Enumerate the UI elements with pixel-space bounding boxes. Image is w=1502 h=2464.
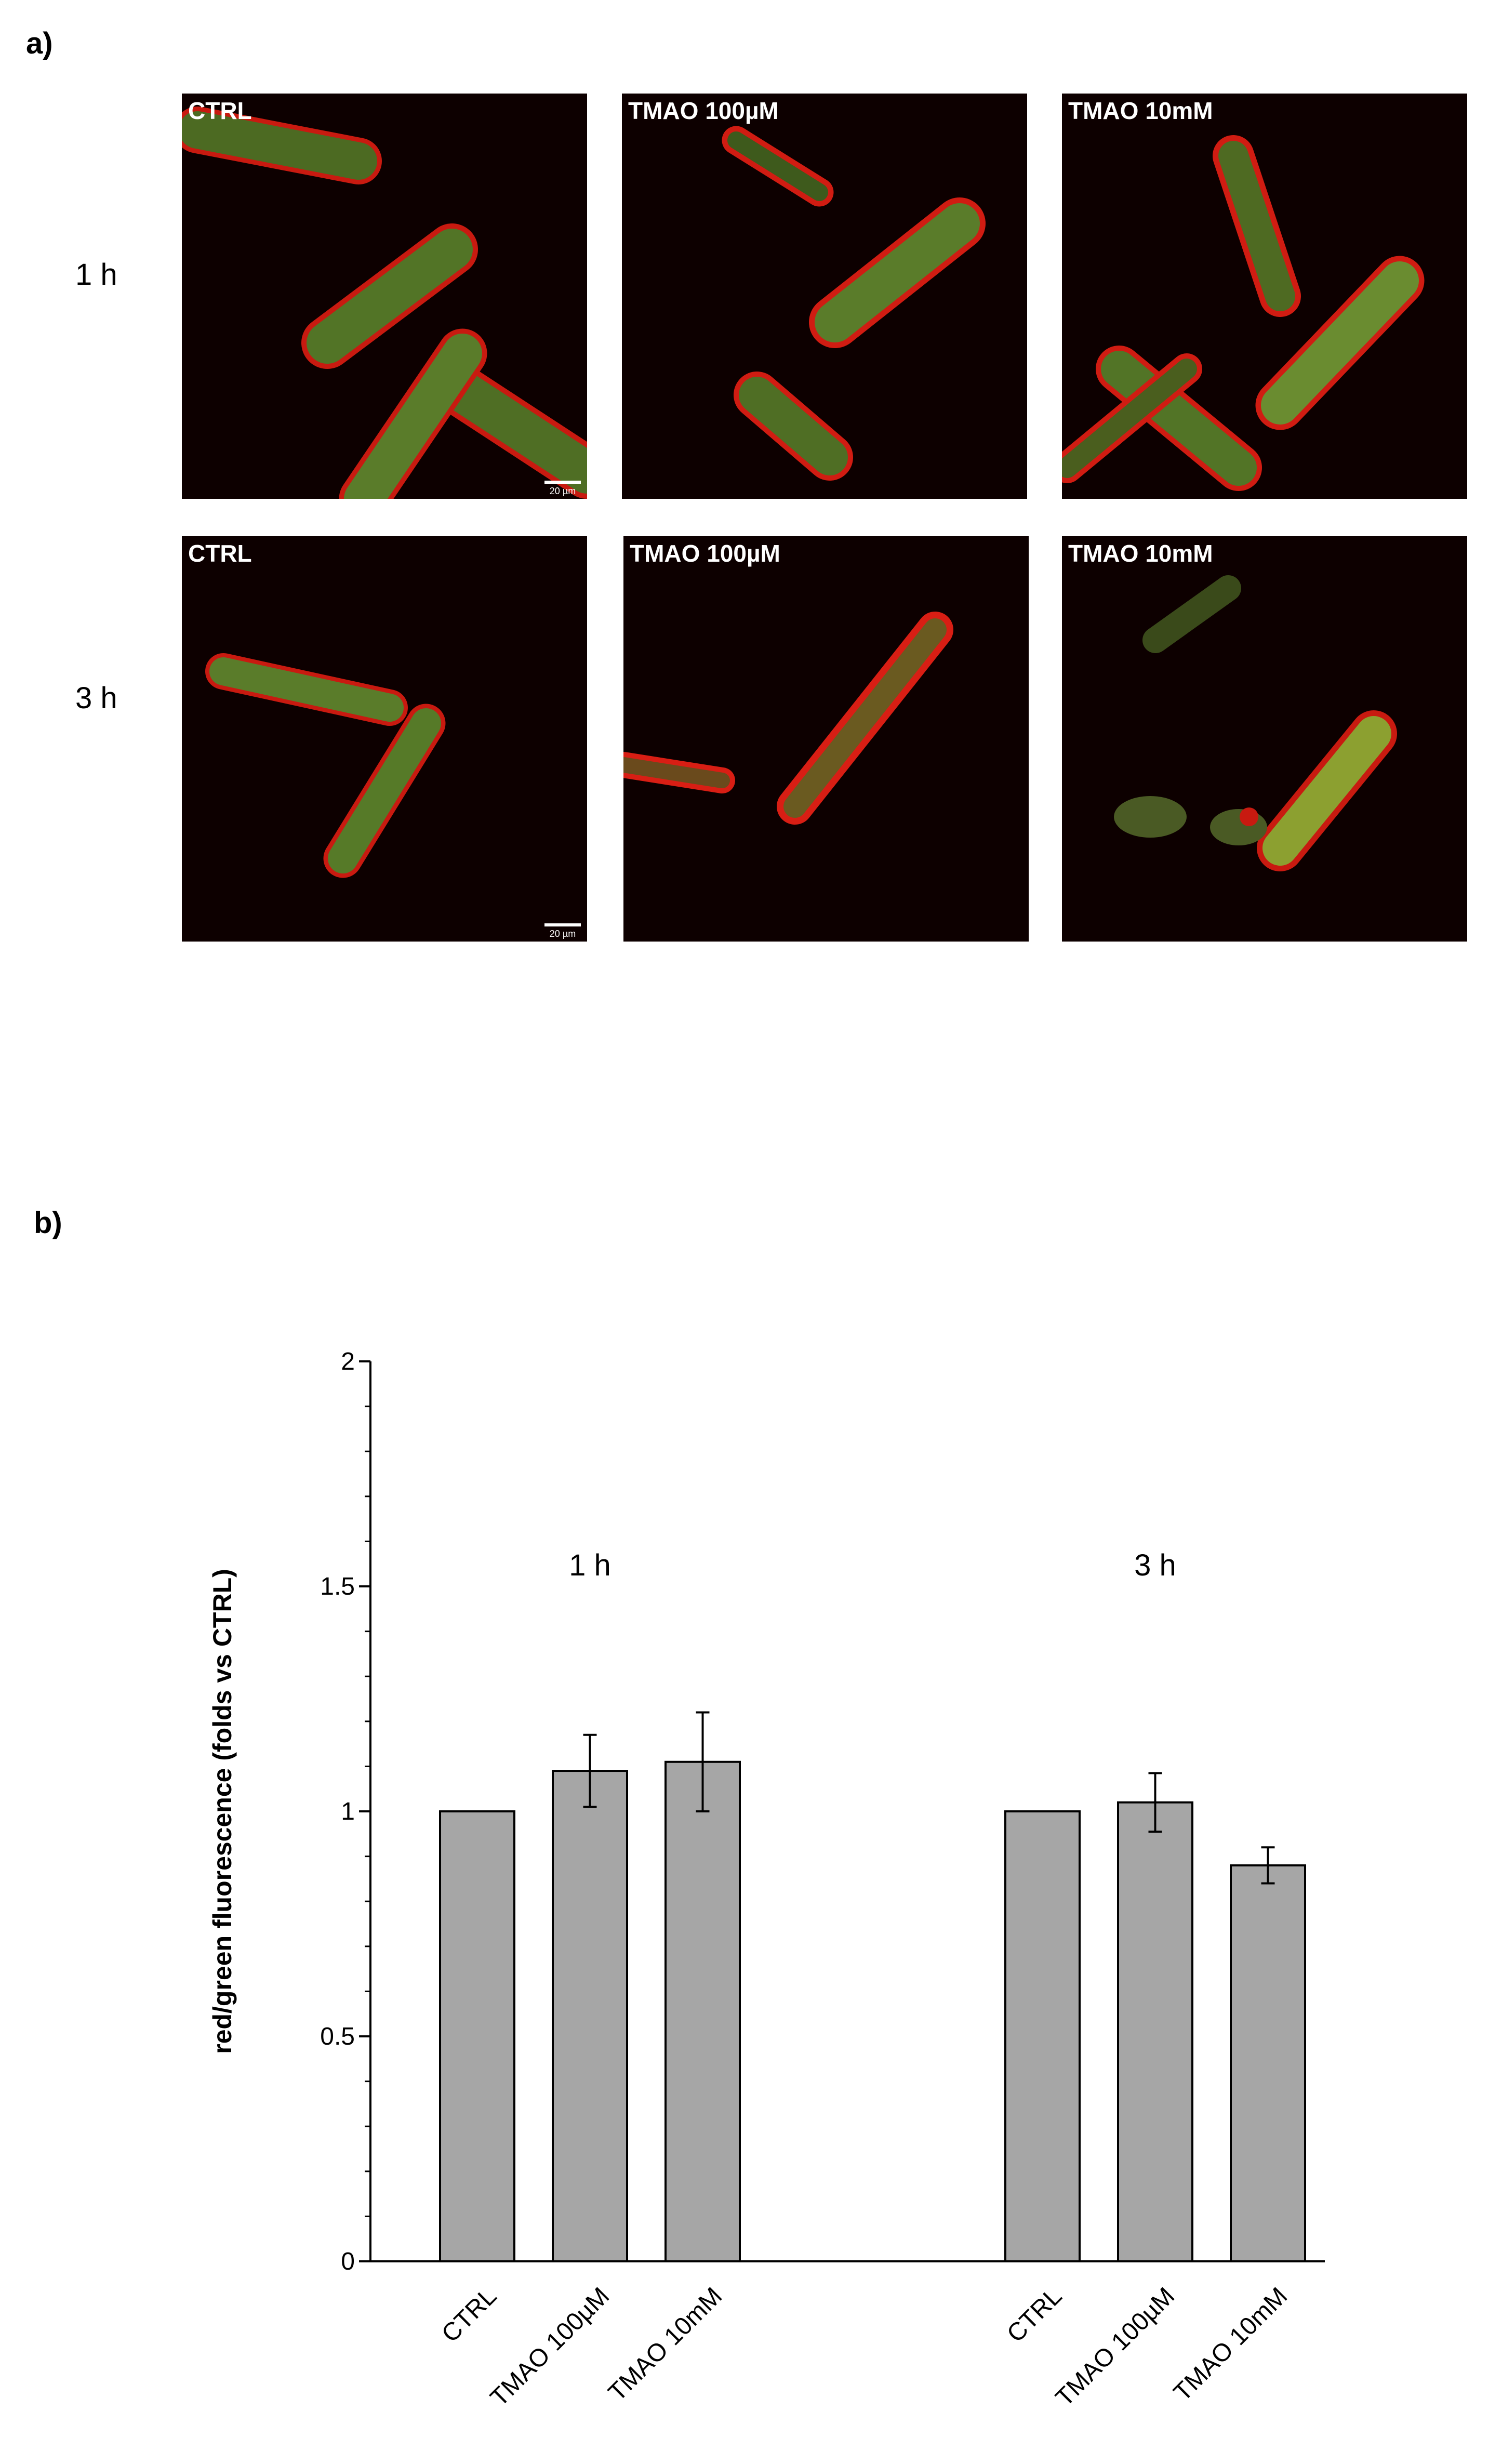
x-tick-label: CTRL bbox=[1002, 2282, 1067, 2348]
y-tick-label: 0 bbox=[341, 2248, 355, 2275]
micrograph-title: TMAO 10mM bbox=[1068, 97, 1213, 124]
micrograph-title: TMAO 100µM bbox=[630, 540, 780, 567]
scale-bar: 20 µm bbox=[544, 923, 581, 939]
y-tick-label: 1 bbox=[341, 1798, 355, 1825]
micrograph-title: TMAO 100µM bbox=[628, 97, 779, 124]
panel-b-letter: b) bbox=[34, 1206, 62, 1240]
scale-bar-label: 20 µm bbox=[549, 929, 576, 939]
bar bbox=[1004, 1810, 1081, 2262]
bar bbox=[439, 1810, 515, 2262]
bar bbox=[552, 1770, 628, 2262]
bar-chart: 0 0.5 1 1.5 2 red/green fluorescence (folds v… bbox=[208, 1348, 1325, 2412]
micrograph-title: TMAO 10mM bbox=[1068, 540, 1213, 567]
bar bbox=[1230, 1864, 1306, 2263]
group-label: 1 h bbox=[569, 1548, 611, 1582]
micrograph-3h-ctrl: CTRL 20 µm bbox=[182, 536, 587, 942]
scale-bar-label: 20 µm bbox=[549, 486, 576, 496]
group-label: 3 h bbox=[1134, 1548, 1176, 1582]
y-tick-label: 1.5 bbox=[320, 1573, 355, 1600]
micrograph-title: CTRL bbox=[188, 97, 252, 124]
x-tick-label: TMAO 100µM bbox=[485, 2282, 615, 2412]
micrograph-3h-tmao-100um: TMAO 100µM bbox=[623, 536, 1029, 942]
scale-bar: 20 µm bbox=[544, 481, 581, 497]
x-tick-label: TMAO 100µM bbox=[1051, 2282, 1180, 2412]
x-tick-label: TMAO 10mM bbox=[1168, 2282, 1293, 2406]
micrograph-1h-tmao-100um: TMAO 100µM bbox=[622, 94, 1027, 499]
y-axis-label: red/green fluorescence (folds vs CTRL) bbox=[208, 1569, 237, 2054]
micrograph-title: CTRL bbox=[188, 540, 252, 567]
panel-a-letter: a) bbox=[26, 27, 53, 60]
bar bbox=[664, 1760, 741, 2262]
x-tick-label: TMAO 10mM bbox=[603, 2282, 727, 2406]
bar bbox=[1117, 1801, 1193, 2262]
micrograph-1h-tmao-10mm: TMAO 10mM bbox=[1062, 94, 1467, 499]
y-tick-label: 0.5 bbox=[320, 2023, 355, 2050]
micrograph-3h-tmao-10mm: TMAO 10mM bbox=[1062, 536, 1467, 942]
y-tick-label: 2 bbox=[341, 1348, 355, 1375]
x-tick-label: CTRL bbox=[436, 2282, 502, 2348]
row-label-1h: 1 h bbox=[75, 258, 117, 292]
micrograph-1h-ctrl: CTRL 20 µm bbox=[182, 94, 587, 499]
row-label-3h: 3 h bbox=[75, 681, 117, 715]
